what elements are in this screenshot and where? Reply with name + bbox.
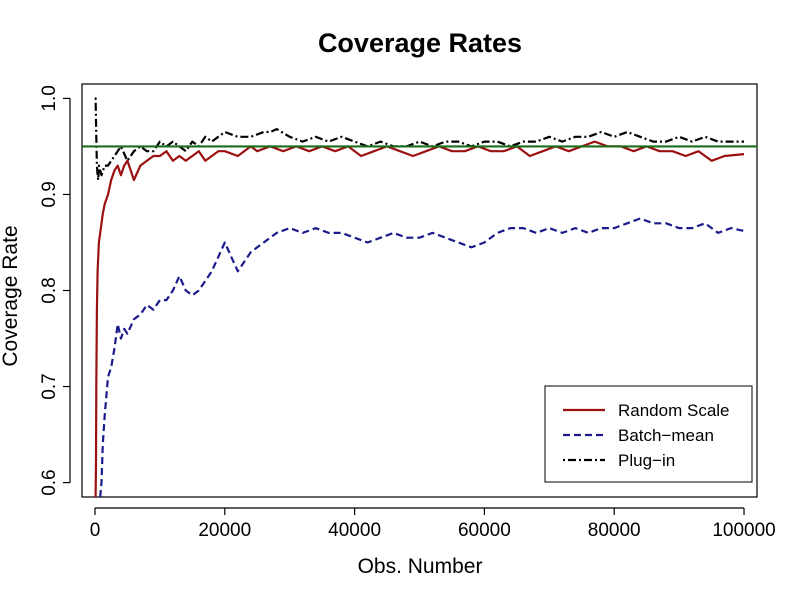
legend-label: Batch−mean: [618, 426, 714, 445]
series-line-batch-mean: [99, 217, 745, 497]
chart-title: Coverage Rates: [318, 28, 522, 58]
x-tick-label: 40000: [328, 520, 381, 541]
series-line-plug-in: [94, 97, 744, 182]
y-tick-label: 0.6: [39, 469, 60, 495]
y-tick-label: 0.9: [39, 181, 60, 207]
x-tick-label: 60000: [458, 520, 511, 541]
plot-frame: [81, 83, 758, 498]
x-axis-label: Obs. Number: [358, 555, 483, 578]
x-tick-label: 20000: [198, 520, 251, 541]
y-axis-label: Coverage Rate: [0, 225, 22, 366]
plot-area: 0 20000 40000 60000 80000 100000 0.6 0.7 0.8 0.9 1…: [39, 83, 776, 541]
y-tick-label: 0.8: [39, 277, 60, 303]
x-tick-label: 80000: [588, 520, 641, 541]
y-tick-label: 0.7: [39, 373, 60, 399]
x-tick-label: 100000: [712, 520, 775, 541]
legend-label: Random Scale: [618, 401, 730, 420]
y-tick-label: 1.0: [39, 85, 60, 111]
legend-label: Plug−in: [618, 451, 675, 470]
x-tick-label: 0: [90, 520, 101, 541]
legend: Random Scale Batch−mean Plug−in: [544, 385, 753, 483]
